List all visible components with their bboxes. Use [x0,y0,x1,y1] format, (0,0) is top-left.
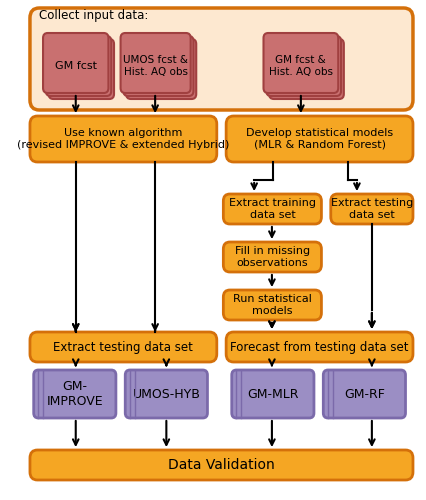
FancyBboxPatch shape [223,242,322,272]
Text: GM-RF: GM-RF [344,388,385,400]
Text: Forecast from testing data set: Forecast from testing data set [230,340,409,353]
FancyBboxPatch shape [126,39,196,99]
FancyBboxPatch shape [223,194,322,224]
FancyBboxPatch shape [30,8,413,110]
Text: Use known algorithm
(revised IMPROVE & extended Hybrid): Use known algorithm (revised IMPROVE & e… [17,128,230,150]
Text: Extract testing data set: Extract testing data set [53,340,193,353]
FancyBboxPatch shape [323,370,406,418]
FancyBboxPatch shape [269,39,344,99]
Text: GM-
IMPROVE: GM- IMPROVE [46,380,103,408]
Text: GM fcst &
Hist. AQ obs: GM fcst & Hist. AQ obs [269,55,333,77]
FancyBboxPatch shape [223,290,322,320]
FancyBboxPatch shape [46,36,111,96]
FancyBboxPatch shape [121,33,191,93]
Text: Data Validation: Data Validation [168,458,275,472]
Text: Collect input data:: Collect input data: [39,8,149,22]
FancyBboxPatch shape [34,370,116,418]
FancyBboxPatch shape [124,36,193,96]
FancyBboxPatch shape [226,116,413,162]
Text: Extract training
data set: Extract training data set [229,198,316,220]
FancyBboxPatch shape [125,370,207,418]
Text: Fill in missing
observations: Fill in missing observations [235,246,310,268]
Text: GM-MLR: GM-MLR [247,388,299,400]
FancyBboxPatch shape [30,450,413,480]
Text: UMOS fcst &
Hist. AQ obs: UMOS fcst & Hist. AQ obs [123,55,188,77]
FancyBboxPatch shape [266,36,341,96]
Text: Run statistical
models: Run statistical models [233,294,312,316]
FancyBboxPatch shape [49,39,114,99]
FancyBboxPatch shape [232,370,314,418]
FancyBboxPatch shape [43,33,109,93]
FancyBboxPatch shape [264,33,338,93]
Text: Develop statistical models
(MLR & Random Forest): Develop statistical models (MLR & Random… [246,128,393,150]
Text: Extract testing
data set: Extract testing data set [331,198,413,220]
Text: UMOS-HYB: UMOS-HYB [132,388,200,400]
FancyBboxPatch shape [30,116,217,162]
FancyBboxPatch shape [30,332,217,362]
Text: GM fcst: GM fcst [55,61,97,71]
FancyBboxPatch shape [331,194,413,224]
FancyBboxPatch shape [226,332,413,362]
